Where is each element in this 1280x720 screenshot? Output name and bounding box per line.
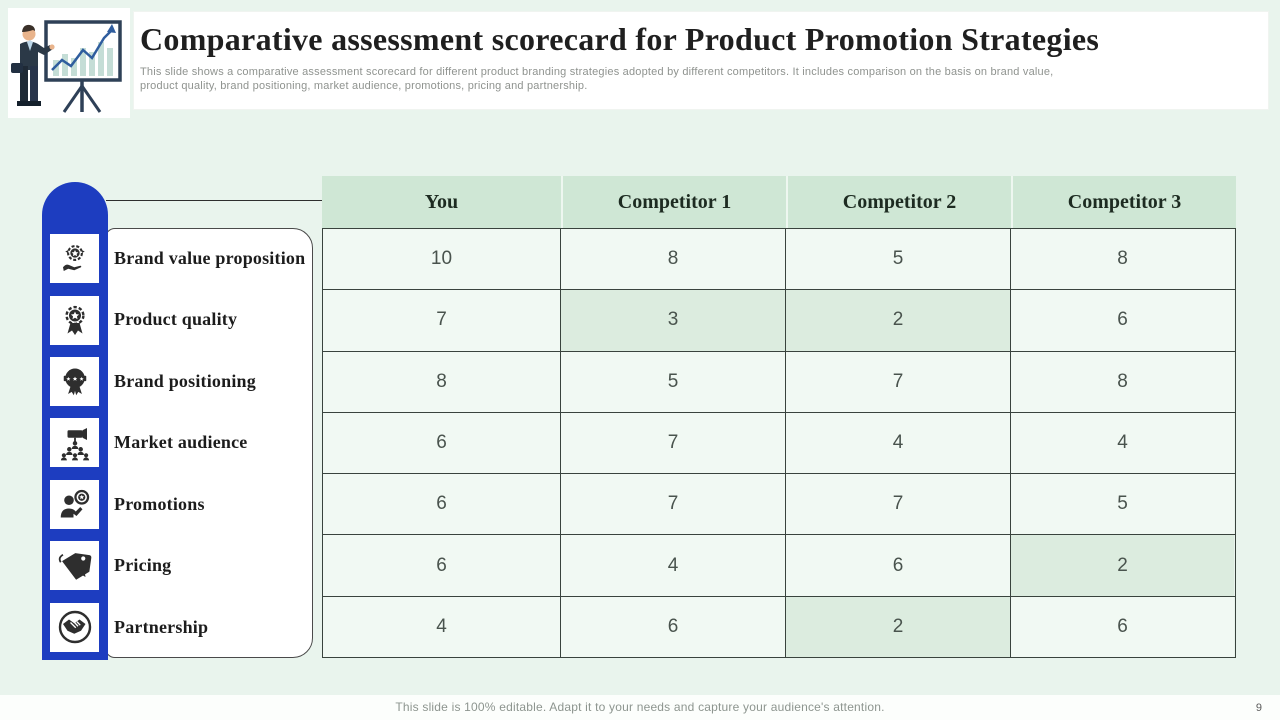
footer-note: This slide is 100% editable. Adapt it to… bbox=[395, 700, 885, 714]
brand-value-icon bbox=[50, 234, 99, 284]
subtitle-line-1: This slide shows a comparative assessmen… bbox=[140, 65, 1054, 78]
score-cell: 10 bbox=[323, 229, 560, 290]
score-cell: 2 bbox=[1010, 535, 1234, 596]
list-item: Pricing bbox=[42, 535, 313, 596]
score-cell: 7 bbox=[323, 290, 560, 351]
column-header-competitor-3: Competitor 3 bbox=[1011, 176, 1236, 228]
product-quality-icon bbox=[50, 295, 99, 345]
page-title: Comparative assessment scorecard for Pro… bbox=[140, 21, 1100, 57]
brand-positioning-icon bbox=[50, 357, 99, 407]
score-cell: 6 bbox=[785, 535, 1010, 596]
score-cell: 4 bbox=[560, 535, 785, 596]
category-label: Partnership bbox=[114, 616, 209, 637]
category-label: Brand positioning bbox=[114, 370, 256, 391]
table-header-row: You Competitor 1 Competitor 2 Competitor… bbox=[322, 176, 1236, 228]
score-cell: 5 bbox=[560, 351, 785, 412]
score-cell: 8 bbox=[560, 229, 785, 290]
score-cell: 5 bbox=[1010, 474, 1234, 535]
score-cell: 6 bbox=[323, 535, 560, 596]
score-cell: 8 bbox=[1010, 351, 1234, 412]
score-cell: 7 bbox=[560, 474, 785, 535]
column-header-competitor-2: Competitor 2 bbox=[786, 176, 1011, 228]
promotions-icon bbox=[50, 479, 99, 529]
list-item: Brand value proposition bbox=[42, 228, 313, 289]
score-cell: 8 bbox=[1010, 229, 1234, 290]
category-panel bbox=[105, 228, 313, 658]
presenter-illustration bbox=[8, 8, 130, 118]
table-row: 10 8 5 8 bbox=[323, 229, 1235, 290]
subtitle-line-2: product quality, brand positioning, mark… bbox=[140, 79, 588, 92]
market-audience-icon bbox=[50, 418, 99, 468]
footer-strip bbox=[0, 695, 1280, 720]
header: Comparative assessment scorecard for Pro… bbox=[133, 11, 1269, 110]
score-cell: 6 bbox=[1010, 596, 1234, 657]
score-cell: 4 bbox=[323, 596, 560, 657]
column-header-competitor-1: Competitor 1 bbox=[561, 176, 786, 228]
page-number: 9 bbox=[1255, 702, 1262, 714]
score-cell: 6 bbox=[323, 412, 560, 474]
list-item: Partnership bbox=[42, 597, 313, 658]
scorecard-table: You Competitor 1 Competitor 2 Competitor… bbox=[322, 176, 1236, 658]
score-cell: 7 bbox=[560, 412, 785, 474]
score-cell: 4 bbox=[785, 412, 1010, 474]
presenter-chart-illustration-icon bbox=[11, 20, 122, 113]
score-cell: 4 bbox=[1010, 412, 1234, 474]
score-cell: 6 bbox=[560, 596, 785, 657]
score-cell: 6 bbox=[323, 474, 560, 535]
score-cell: 6 bbox=[1010, 290, 1234, 351]
list-item: Brand positioning bbox=[42, 351, 313, 412]
category-label: Brand value proposition bbox=[114, 248, 306, 269]
score-cell: 2 bbox=[785, 290, 1010, 351]
category-list: Brand value proposition Product quality bbox=[42, 228, 313, 658]
pricing-icon bbox=[50, 541, 99, 591]
score-cell: 2 bbox=[785, 596, 1010, 657]
list-item: Market audience bbox=[42, 412, 313, 473]
score-cell: 3 bbox=[560, 290, 785, 351]
column-header-you: You bbox=[322, 176, 561, 228]
partnership-icon bbox=[50, 602, 99, 652]
category-label: Promotions bbox=[114, 493, 205, 514]
category-label: Pricing bbox=[114, 555, 172, 576]
list-item: Promotions bbox=[42, 474, 313, 535]
category-label: Product quality bbox=[114, 309, 238, 330]
table-body: 10 8 5 8 7 3 2 6 8 5 7 8 6 7 4 4 6 7 7 5 6 4 6 2 4 6 2 6 bbox=[322, 228, 1236, 658]
list-item: Product quality bbox=[42, 289, 313, 350]
score-cell: 8 bbox=[323, 351, 560, 412]
score-cell: 5 bbox=[785, 229, 1010, 290]
slide-subtitle: This slide shows a comparative assessmen… bbox=[140, 65, 1254, 93]
score-cell: 7 bbox=[785, 474, 1010, 535]
connector-line bbox=[106, 200, 322, 201]
category-label: Market audience bbox=[114, 432, 248, 453]
score-cell: 7 bbox=[785, 351, 1010, 412]
